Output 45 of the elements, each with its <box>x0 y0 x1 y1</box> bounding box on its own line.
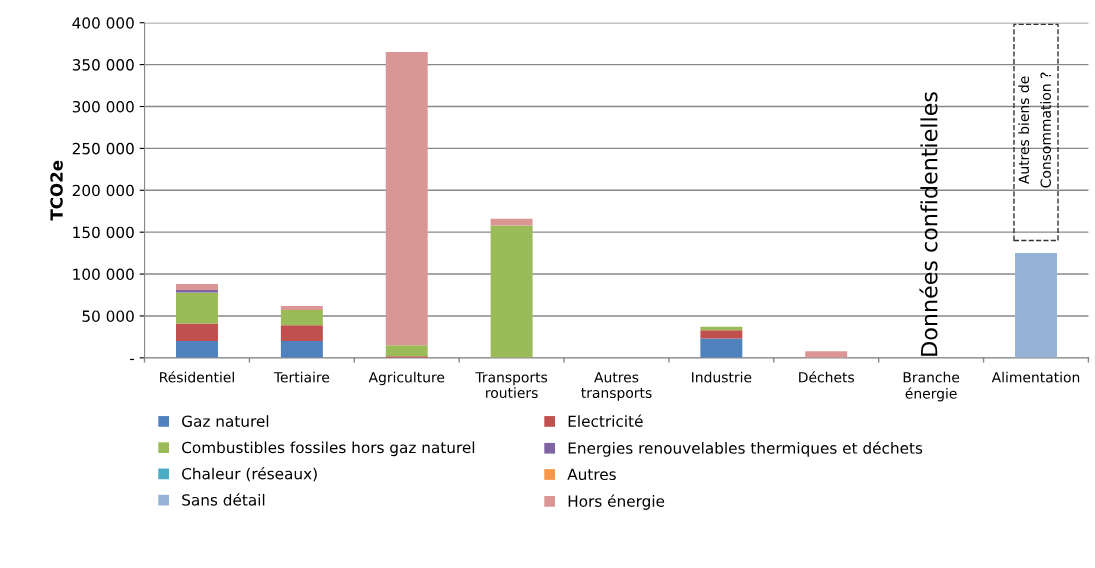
x-tick-label: Déchets <box>799 371 855 383</box>
y-tick-label: 200 000 <box>72 184 134 197</box>
y-tick-label: 350 000 <box>72 59 134 71</box>
bar <box>176 323 218 342</box>
annotation: Autres biens de Consommation ? <box>1018 72 1051 188</box>
bar <box>280 305 323 311</box>
y-tick-label: 50 000 <box>82 310 134 322</box>
bar <box>1015 253 1057 358</box>
bar <box>176 341 218 358</box>
x-tick-label: Alimentation <box>991 371 1080 383</box>
legend-label: Gaz naturel <box>182 415 269 427</box>
x-tick-label: Résidentiel <box>160 371 234 383</box>
y-tick-label: 250 000 <box>72 142 134 155</box>
y-axis-title: TCO2e <box>50 160 63 221</box>
annotation: Données confidentielles <box>919 92 938 356</box>
y-tick-label: 400 000 <box>72 17 134 29</box>
bar <box>385 345 428 357</box>
bar <box>280 341 323 358</box>
x-tick-label: Transports routiers <box>475 372 548 399</box>
bar <box>176 292 218 324</box>
legend-label: Energies renouvelables thermiques et déchets <box>568 441 923 457</box>
x-tick-label: Agriculture <box>368 371 445 386</box>
bar <box>176 284 218 290</box>
bar <box>805 351 848 358</box>
x-tick-label: Autres transports <box>581 372 652 401</box>
x-tick-label: Branche énergie <box>903 371 960 402</box>
y-tick-label: 150 000 <box>73 226 134 239</box>
legend-label: Sans détail <box>182 493 265 506</box>
legend-label: Electricité <box>568 414 643 427</box>
y-tick-label: 300 000 <box>72 100 134 113</box>
legend-label: Hors énergie <box>568 494 665 510</box>
bar <box>280 310 323 326</box>
y-tick-label: 100 000 <box>73 268 134 281</box>
y-tick-label: - <box>130 358 135 361</box>
bar <box>700 330 743 339</box>
bar <box>280 325 323 342</box>
bar <box>700 338 743 358</box>
x-tick-label: Industrie <box>692 371 752 383</box>
x-tick-label: Tertiaire <box>273 371 330 383</box>
legend-label: Chaleur (réseaux) <box>182 467 317 482</box>
bar <box>490 225 533 358</box>
legend-label: Autres <box>567 468 616 481</box>
bar <box>385 52 428 346</box>
legend-label: Combustibles fossiles hors gaz naturel <box>182 441 475 457</box>
bar <box>490 218 533 226</box>
